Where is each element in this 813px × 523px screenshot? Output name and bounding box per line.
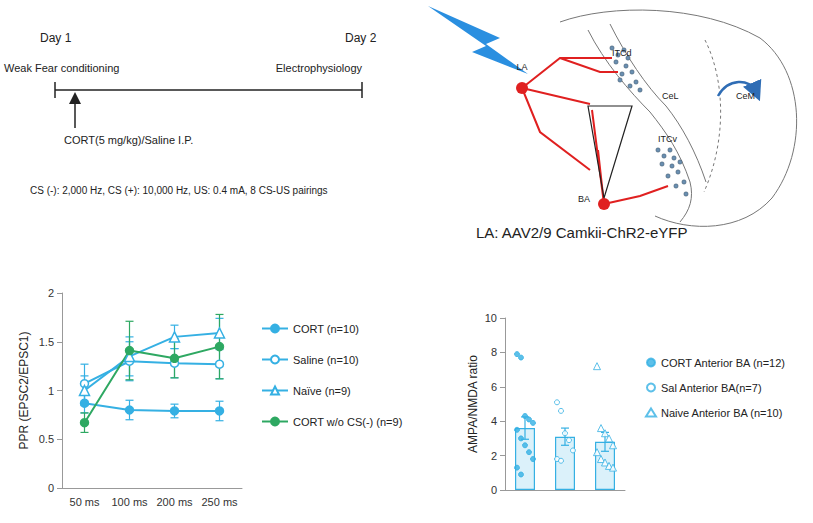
svg-text:CORT Anterior BA (n=12): CORT Anterior BA (n=12) (661, 357, 785, 369)
svg-text:4: 4 (491, 415, 497, 427)
svg-text:CORT w/o CS(-) (n=9): CORT w/o CS(-) (n=9) (293, 416, 402, 428)
svg-text:50 ms: 50 ms (70, 496, 100, 508)
svg-text:0.5: 0.5 (39, 433, 54, 445)
svg-text:2: 2 (48, 287, 54, 299)
svg-text:8: 8 (491, 346, 497, 358)
svg-text:CeL: CeL (662, 91, 679, 101)
svg-text:1: 1 (48, 385, 54, 397)
svg-text:ITCd: ITCd (612, 48, 632, 58)
svg-text:Naive Anterior BA (n=10): Naive Anterior BA (n=10) (661, 407, 782, 419)
svg-text:LA: AAV2/9 Camkii-ChR2-eYFP: LA: AAV2/9 Camkii-ChR2-eYFP (476, 224, 687, 241)
svg-text:Day 2: Day 2 (345, 31, 377, 45)
svg-text:10: 10 (485, 312, 497, 324)
svg-text:Weak Fear conditioning: Weak Fear conditioning (4, 62, 119, 74)
svg-text:Sal Anterior BA(n=7): Sal Anterior BA(n=7) (661, 382, 762, 394)
svg-text:PPR (EPSC2/EPSC1): PPR (EPSC2/EPSC1) (17, 331, 31, 449)
svg-text:1.5: 1.5 (39, 336, 54, 348)
svg-text:CORT(5 mg/kg)/Saline I.P.: CORT(5 mg/kg)/Saline I.P. (64, 134, 193, 146)
svg-text:AMPA/NMDA ratio: AMPA/NMDA ratio (466, 355, 480, 453)
svg-text:LA: LA (516, 62, 527, 72)
svg-text:0: 0 (491, 484, 497, 496)
svg-text:Day 1: Day 1 (40, 31, 72, 45)
svg-text:CS (-): 2,000 Hz, CS (+): 10,0: CS (-): 2,000 Hz, CS (+): 10,000 Hz, US:… (30, 185, 328, 196)
svg-text:200 ms: 200 ms (156, 496, 193, 508)
svg-text:250 ms: 250 ms (201, 496, 238, 508)
svg-text:ITCv: ITCv (658, 134, 677, 144)
svg-text:Electrophysiology: Electrophysiology (276, 62, 363, 74)
svg-text:0: 0 (48, 482, 54, 494)
svg-text:CORT (n=10): CORT (n=10) (293, 323, 359, 335)
svg-text:6: 6 (491, 381, 497, 393)
svg-text:2: 2 (491, 450, 497, 462)
svg-text:Naïve (n=9): Naïve (n=9) (293, 385, 351, 397)
svg-text:BA: BA (578, 194, 590, 204)
svg-text:Saline (n=10): Saline (n=10) (293, 354, 359, 366)
svg-text:CeM: CeM (736, 91, 755, 101)
svg-text:100 ms: 100 ms (111, 496, 148, 508)
